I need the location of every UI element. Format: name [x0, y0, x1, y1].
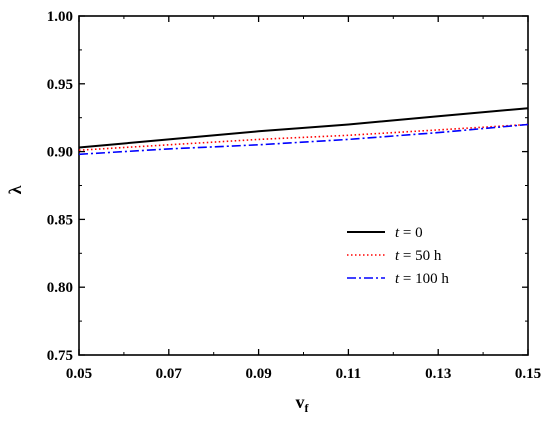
x-tick-label: 0.13 [425, 366, 451, 382]
x-tick-label: 0.15 [515, 366, 541, 382]
legend-label-2: t = 100 h [395, 271, 449, 287]
legend-label-italic: t [395, 271, 400, 287]
legend-label-1: t = 50 h [395, 248, 442, 264]
legend-label-italic: t [395, 225, 400, 241]
series-lines [78, 107, 529, 156]
y-tick-label: 0.85 [47, 212, 73, 228]
legend-label-rest: = 50 h [399, 248, 442, 264]
legend-label-rest: = 0 [399, 225, 422, 241]
y-tick-label: 0.95 [47, 77, 73, 93]
y-axis-label: λ [5, 185, 25, 194]
plot-frame [78, 15, 529, 356]
x-axis-label-subscript: f [305, 401, 310, 415]
x-axis-label: vf [296, 392, 310, 415]
legend-label-italic: t [395, 248, 400, 264]
series-line-0 [78, 107, 529, 149]
ticks: 0.05 0.07 0.09 0.11 0.13 0.15 0.75 0.80 0.85 0.90… [47, 9, 541, 382]
x-tick-label: 0.07 [156, 366, 183, 382]
y-tick-label: 0.75 [47, 348, 73, 364]
series-line-1 [78, 123, 529, 151]
x-axis-label-main: v [296, 392, 305, 412]
x-tick-label: 0.09 [245, 366, 271, 382]
legend: t = 0t = 50 ht = 100 h [347, 225, 449, 287]
y-tick-label: 1.00 [47, 9, 73, 25]
x-tick-label: 0.05 [66, 366, 92, 382]
x-tick-label: 0.11 [336, 366, 361, 382]
legend-label-rest: = 100 h [399, 271, 449, 287]
y-tick-label: 0.90 [47, 145, 73, 161]
y-tick-label: 0.80 [47, 280, 73, 296]
series-line-2 [78, 123, 529, 156]
legend-label-0: t = 0 [395, 225, 423, 241]
